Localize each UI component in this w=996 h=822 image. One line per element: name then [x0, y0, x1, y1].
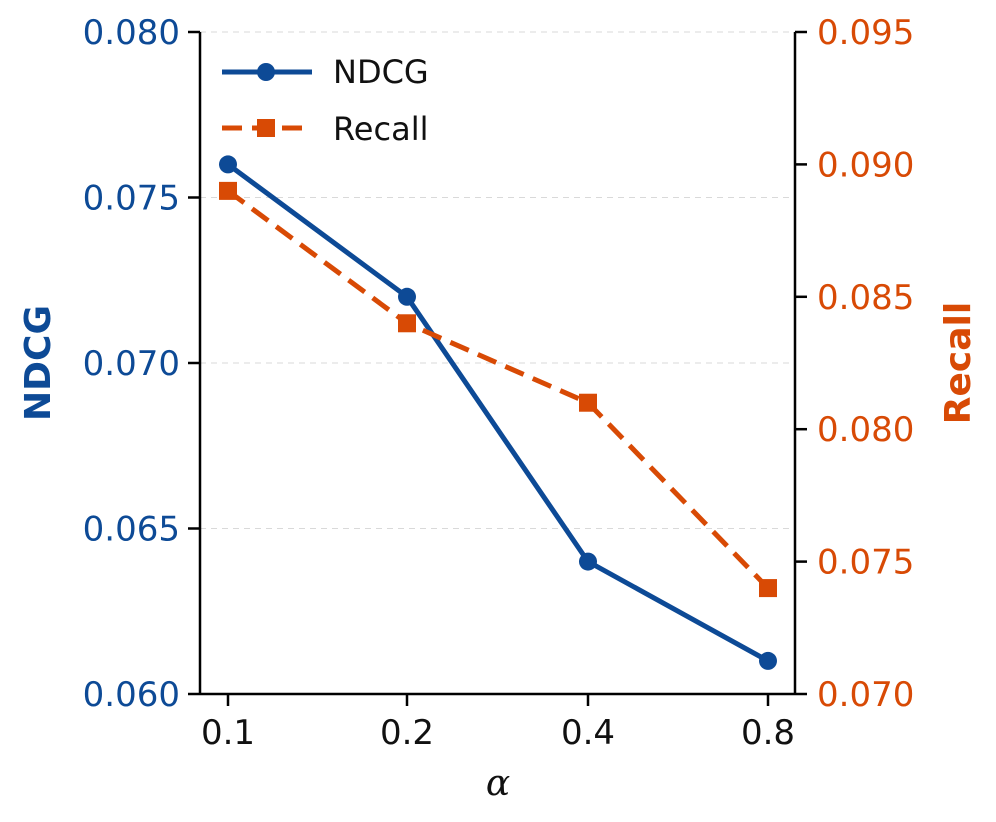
legend: NDCG Recall	[222, 53, 429, 148]
x-tick-label: 0.4	[561, 713, 615, 753]
series-line-ndcg	[226, 162, 770, 664]
right-tick-label: 0.090	[817, 145, 914, 185]
right-axis-ticks: 0.070 0.075 0.080 0.085 0.090 0.095	[795, 13, 914, 715]
legend-ndcg-marker	[257, 63, 275, 81]
x-axis-title: α	[486, 763, 510, 804]
right-tick-label: 0.085	[817, 278, 914, 318]
left-axis-ticks: 0.060 0.065 0.070 0.075 0.080	[83, 13, 200, 715]
point-ndcg	[759, 651, 777, 670]
point-recall	[579, 393, 597, 412]
left-tick-label: 0.075	[83, 179, 180, 219]
left-tick-label: 0.060	[83, 675, 180, 715]
left-axis-title: NDCG	[18, 305, 59, 421]
right-tick-label: 0.080	[817, 410, 914, 450]
right-tick-label: 0.095	[817, 13, 914, 53]
point-recall	[398, 314, 416, 333]
x-tick-label: 0.8	[741, 713, 795, 753]
right-tick-label: 0.075	[817, 543, 914, 583]
left-tick-label: 0.080	[83, 13, 180, 53]
legend-recall-marker	[257, 119, 275, 137]
right-tick-label: 0.070	[817, 675, 914, 715]
legend-recall-label: Recall	[333, 110, 428, 148]
left-tick-label: 0.070	[83, 344, 180, 384]
grid-lines	[200, 31, 795, 695]
point-ndcg	[219, 155, 237, 174]
point-ndcg	[579, 552, 597, 571]
x-tick-label: 0.1	[201, 713, 255, 753]
series-layer	[219, 155, 777, 670]
right-axis-title: Recall	[938, 302, 979, 424]
left-tick-label: 0.065	[83, 510, 180, 550]
x-axis-ticks: 0.1 0.2 0.4 0.8	[201, 694, 795, 753]
point-ndcg	[398, 287, 416, 306]
x-tick-label: 0.2	[380, 713, 434, 753]
series-line-recall	[226, 188, 770, 590]
point-recall	[759, 579, 777, 598]
point-recall	[219, 181, 237, 200]
legend-ndcg-label: NDCG	[333, 53, 429, 91]
